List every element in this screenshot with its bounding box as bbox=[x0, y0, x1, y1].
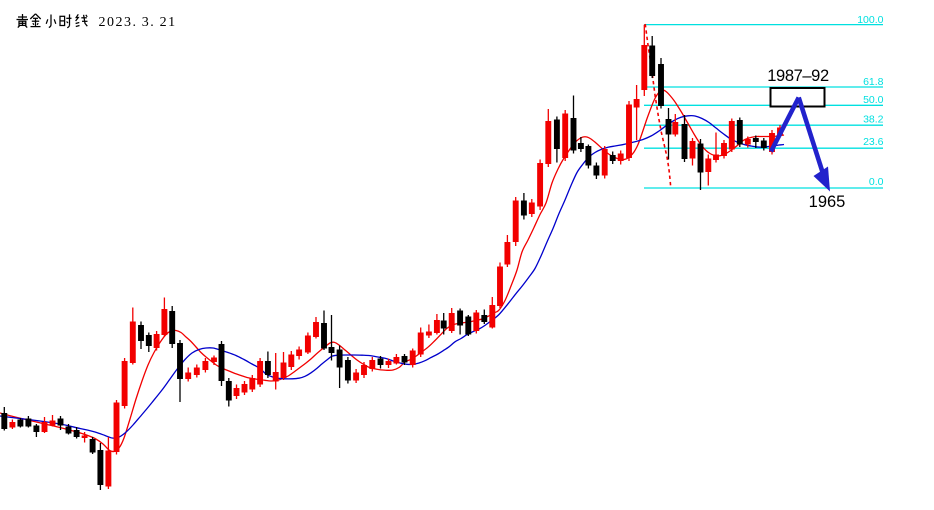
svg-text:23.6: 23.6 bbox=[863, 136, 884, 148]
svg-text:100.0: 100.0 bbox=[857, 14, 883, 26]
svg-text:2023. 3. 21: 2023. 3. 21 bbox=[99, 15, 177, 30]
svg-text:1965: 1965 bbox=[809, 193, 846, 211]
svg-text:0.0: 0.0 bbox=[869, 176, 884, 188]
svg-text:38.2: 38.2 bbox=[863, 114, 884, 126]
svg-text:61.8: 61.8 bbox=[863, 76, 884, 88]
svg-text:50.0: 50.0 bbox=[863, 94, 884, 106]
svg-text:1987–92: 1987–92 bbox=[767, 67, 829, 85]
